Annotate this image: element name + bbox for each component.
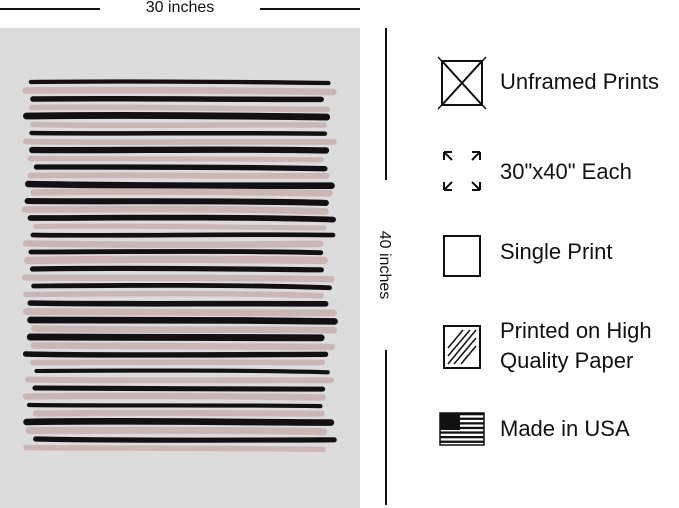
brush-stroke (31, 282, 332, 291)
brush-stroke (22, 240, 324, 248)
brush-stroke (33, 223, 327, 231)
brush-stroke (27, 214, 336, 223)
brush-stroke (28, 104, 331, 113)
brush-stroke (27, 172, 330, 179)
brush-stroke (27, 155, 324, 163)
icon-unframed (437, 56, 487, 110)
brush-stroke (22, 351, 329, 358)
brush-stroke (24, 376, 335, 384)
flag-stripe (440, 413, 484, 416)
brush-stroke (32, 409, 325, 417)
brush-stroke (21, 274, 335, 283)
brush-stroke (23, 417, 335, 426)
brush-stroke (23, 138, 337, 146)
brush-stroke (32, 385, 326, 392)
brush-stroke (22, 86, 337, 96)
feature-label: Made in USA (500, 416, 630, 441)
flag-stripe (440, 417, 484, 420)
brush-stroke (23, 444, 326, 453)
brush-stroke (28, 248, 324, 256)
brush-stroke (22, 308, 337, 317)
brush-stroke (30, 95, 324, 103)
brush-stroke (26, 402, 323, 409)
icon-flag (439, 412, 485, 446)
brush-stroke (21, 205, 329, 215)
flag-stripe (440, 440, 484, 443)
brush-stroke (31, 325, 338, 334)
brush-stroke (24, 255, 329, 265)
icon-single (443, 235, 481, 277)
icon-paper (443, 325, 481, 369)
flag-stripe (440, 431, 484, 434)
brush-stroke (30, 188, 333, 197)
artwork (21, 79, 338, 453)
brush-stroke (22, 392, 326, 401)
flag-stripe (440, 436, 484, 439)
brush-stroke (24, 197, 329, 206)
feature-label: Unframed Prints (500, 69, 659, 94)
brush-stroke (29, 265, 324, 273)
brush-stroke (34, 368, 330, 375)
feature-label: Quality Paper (500, 348, 633, 373)
brush-stroke (23, 111, 331, 121)
brush-stroke (27, 300, 329, 307)
flag-stripe (440, 426, 484, 430)
brush-stroke (28, 79, 331, 86)
feature-label: 30"x40" Each (500, 159, 632, 184)
brush-stroke (29, 146, 330, 154)
brush-stroke (30, 232, 336, 238)
brush-stroke (30, 342, 335, 351)
feature-list: Unframed Prints 30"x40" Each Single Print P… (500, 69, 659, 441)
brush-stroke (25, 426, 328, 436)
brush-stroke (29, 130, 328, 136)
brush-stroke (24, 180, 335, 190)
brush-stroke (30, 121, 327, 129)
height-label: 40 inches (376, 231, 393, 300)
brush-stroke (23, 290, 324, 299)
feature-label: Single Print (500, 239, 613, 264)
flag-stripe (440, 422, 484, 425)
brush-stroke (26, 333, 325, 342)
brush-stroke (33, 164, 328, 172)
brush-stroke (27, 316, 338, 325)
brush-stroke (33, 436, 337, 443)
feature-label: Printed on High (500, 318, 652, 343)
icon-size (443, 151, 481, 191)
width-label: 30 inches (146, 0, 215, 16)
